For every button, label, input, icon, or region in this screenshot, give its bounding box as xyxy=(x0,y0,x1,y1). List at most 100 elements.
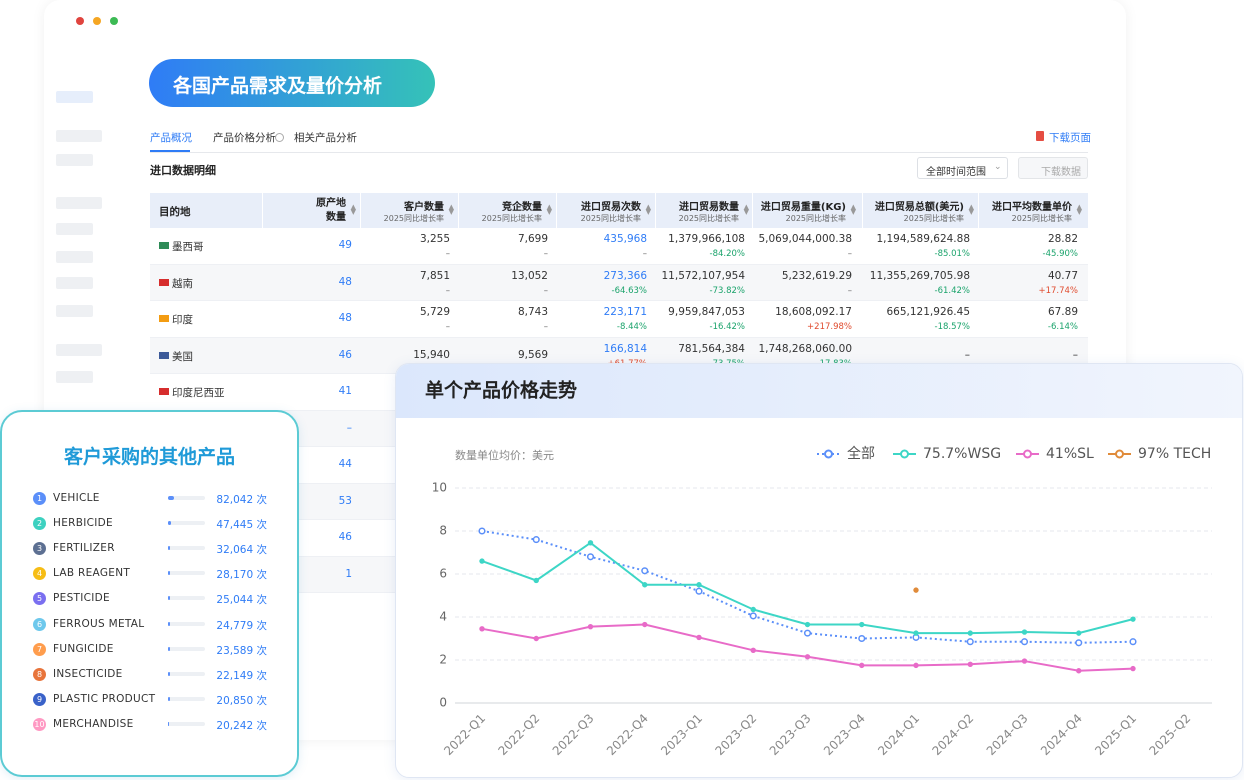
product-count: 20,850 次 xyxy=(216,694,267,707)
flag xyxy=(159,351,169,359)
product-name: MERCHANDISE xyxy=(53,717,134,730)
tab[interactable]: 产品价格分析 xyxy=(213,132,276,144)
table-row[interactable] xyxy=(150,264,1088,301)
download-page[interactable]: 下载页面 xyxy=(1049,132,1091,144)
origin-count[interactable]: 46 xyxy=(338,531,352,543)
caret: ⌄ xyxy=(994,162,1002,172)
metric-value: 13,052 xyxy=(511,269,548,282)
origin-count[interactable]: 48 xyxy=(338,275,352,288)
column-divider xyxy=(556,193,557,228)
metric-change: – xyxy=(445,285,450,296)
sort-icon[interactable]: ▲ ▼ xyxy=(743,203,749,216)
sort-icon[interactable]: ▲ ▼ xyxy=(448,203,454,216)
sidebar-item xyxy=(56,154,93,166)
column-divider xyxy=(458,193,459,228)
metric-value: – xyxy=(1072,348,1078,361)
section-title: 进口数据明细 xyxy=(150,164,216,177)
sort-icon[interactable]: ▲ ▼ xyxy=(645,203,651,216)
product-name: FERTILIZER xyxy=(53,542,115,555)
progress-fill xyxy=(168,521,172,526)
header-sub: 2025同比增长率 xyxy=(785,214,846,223)
flag xyxy=(159,315,169,322)
header-title: 进口贸易重量(KG) xyxy=(760,202,846,213)
metric-change: -45.90% xyxy=(1042,249,1078,259)
header-sub: 2025同比增长率 xyxy=(1011,214,1072,223)
metric-value: 15,940 xyxy=(413,348,450,361)
flag xyxy=(159,388,169,395)
sidebar-item xyxy=(56,277,93,289)
origin-count[interactable]: 46 xyxy=(338,348,352,361)
sidebar-item xyxy=(56,305,93,317)
metric-value: 67.89 xyxy=(1047,306,1078,318)
sort-icon[interactable]: ▲ ▼ xyxy=(850,203,856,216)
destination: 美国 xyxy=(172,350,193,363)
origin-count[interactable]: 41 xyxy=(338,385,352,397)
header-sub: 2025同比增长率 xyxy=(383,214,444,223)
metric-change: -16.42% xyxy=(709,322,745,332)
progress-fill xyxy=(168,546,171,551)
dot[interactable] xyxy=(110,17,118,25)
origin-count[interactable]: – xyxy=(346,421,352,434)
header-title: 目的地 xyxy=(159,206,191,218)
column-divider xyxy=(978,193,979,228)
metric-change: +17.74% xyxy=(1038,285,1078,296)
product-name: VEHICLE xyxy=(53,492,100,504)
product-name: PESTICIDE xyxy=(53,592,110,605)
metric-value: 11,572,107,954 xyxy=(661,269,746,282)
dot[interactable] xyxy=(76,17,84,25)
metric-change: – xyxy=(543,322,548,332)
origin-count[interactable]: 48 xyxy=(338,312,352,324)
column-divider xyxy=(360,193,361,228)
header-title: 原产地数量 xyxy=(316,198,346,223)
progress-fill xyxy=(168,621,170,626)
rank-badge: 2 xyxy=(33,517,46,531)
table-row[interactable] xyxy=(150,301,1088,338)
progress-fill xyxy=(168,596,170,601)
metric-change: -73.82% xyxy=(709,285,745,296)
product-name: FERROUS METAL xyxy=(53,617,145,630)
origin-count[interactable]: 1 xyxy=(345,567,352,580)
card-header xyxy=(396,364,1242,418)
origin-count[interactable]: 44 xyxy=(338,458,352,470)
metric-value: 1,748,268,060.00 xyxy=(758,342,852,355)
sidebar-item xyxy=(56,91,93,103)
header-title: 客户数量 xyxy=(404,202,444,213)
sort-icon[interactable]: ▲ ▼ xyxy=(968,203,974,216)
metric-change: – xyxy=(642,249,647,259)
metric-value: 9,569 xyxy=(517,348,548,361)
header-title: 进口贸易总额(美元) xyxy=(874,202,964,213)
metric-value: 3,255 xyxy=(419,233,450,245)
sort-icon[interactable]: ▲ ▼ xyxy=(546,203,552,216)
time-dropdown[interactable]: 全部时间范围 ⌄ xyxy=(917,157,1008,179)
flag xyxy=(159,242,169,249)
product-name: INSECTICIDE xyxy=(53,667,123,680)
header-title: 进口贸易数量 xyxy=(679,202,739,213)
table-row[interactable] xyxy=(150,228,1088,265)
dropdown-label: 全部时间范围 xyxy=(926,167,986,178)
metric-value: 5,069,044,000.38 xyxy=(758,233,852,245)
tab[interactable]: 产品概况 xyxy=(150,132,192,144)
metric-change: – xyxy=(445,322,450,332)
header-sub: 2025同比增长率 xyxy=(481,214,542,223)
metric-value: 223,171 xyxy=(603,306,647,318)
tab-line xyxy=(150,152,1088,153)
sidebar-item xyxy=(56,371,93,383)
sort-icon[interactable]: ▲ ▼ xyxy=(1076,203,1082,216)
rank-badge: 8 xyxy=(33,667,46,681)
destination: 印度尼西亚 xyxy=(172,387,225,399)
progress-fill xyxy=(168,671,170,676)
origin-count[interactable]: 49 xyxy=(338,239,352,251)
progress-fill xyxy=(168,721,170,726)
metric-value: – xyxy=(964,348,970,361)
rank-badge: 7 xyxy=(33,642,46,656)
metric-value: 11,355,269,705.98 xyxy=(869,269,970,282)
tab[interactable]: 相关产品分析 xyxy=(294,132,357,144)
sort-icon[interactable]: ▲ ▼ xyxy=(350,203,356,216)
download-data-button[interactable]: 下载数据 xyxy=(1018,157,1088,179)
origin-count[interactable]: 53 xyxy=(338,494,352,507)
dot[interactable] xyxy=(93,17,101,25)
metric-change: -85.01% xyxy=(934,249,970,259)
progress-track xyxy=(168,721,205,726)
metric-value: 665,121,926.45 xyxy=(886,306,971,318)
